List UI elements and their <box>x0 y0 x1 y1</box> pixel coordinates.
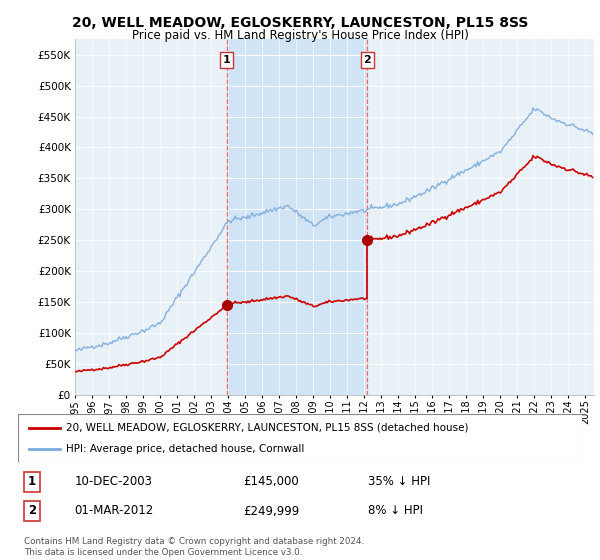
Text: 20, WELL MEADOW, EGLOSKERRY, LAUNCESTON, PL15 8SS (detached house): 20, WELL MEADOW, EGLOSKERRY, LAUNCESTON,… <box>66 423 469 433</box>
Text: 2: 2 <box>363 55 371 65</box>
Text: 2: 2 <box>28 505 36 517</box>
Text: Contains HM Land Registry data © Crown copyright and database right 2024.
This d: Contains HM Land Registry data © Crown c… <box>24 537 364 557</box>
Text: 35% ↓ HPI: 35% ↓ HPI <box>368 475 430 488</box>
Text: 8% ↓ HPI: 8% ↓ HPI <box>368 505 422 517</box>
Bar <box>227 39 367 395</box>
Text: £249,999: £249,999 <box>244 505 300 517</box>
Text: Price paid vs. HM Land Registry's House Price Index (HPI): Price paid vs. HM Land Registry's House … <box>131 29 469 42</box>
Text: HPI: Average price, detached house, Cornwall: HPI: Average price, detached house, Corn… <box>66 444 304 454</box>
Text: 1: 1 <box>223 55 230 65</box>
Text: £145,000: £145,000 <box>244 475 299 488</box>
Text: 20, WELL MEADOW, EGLOSKERRY, LAUNCESTON, PL15 8SS: 20, WELL MEADOW, EGLOSKERRY, LAUNCESTON,… <box>72 16 528 30</box>
Text: 10-DEC-2003: 10-DEC-2003 <box>74 475 152 488</box>
Text: 1: 1 <box>28 475 36 488</box>
Text: 01-MAR-2012: 01-MAR-2012 <box>74 505 154 517</box>
